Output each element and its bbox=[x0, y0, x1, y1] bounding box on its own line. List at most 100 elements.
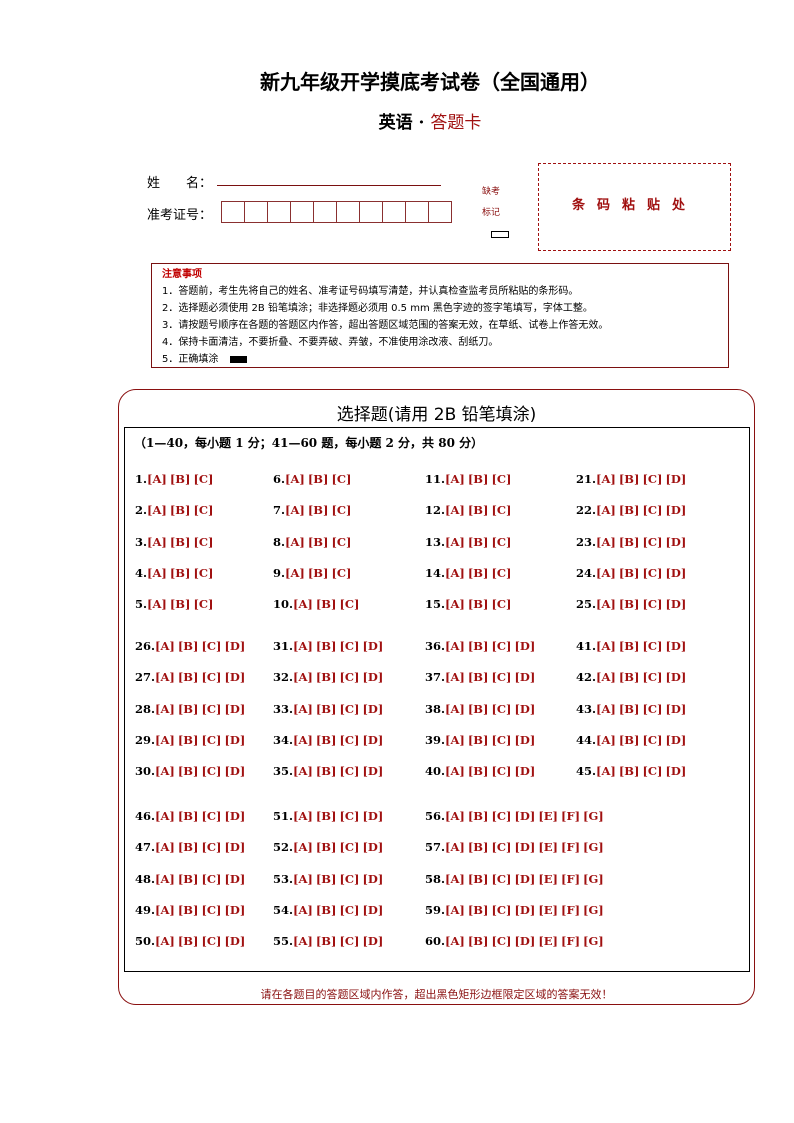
option-c-bubble[interactable]: [C] bbox=[642, 503, 663, 518]
option-a-bubble[interactable]: [A] bbox=[445, 732, 465, 747]
option-c-bubble[interactable]: [C] bbox=[339, 764, 360, 779]
option-b-bubble[interactable]: [B] bbox=[169, 534, 191, 549]
option-a-bubble[interactable]: [A] bbox=[596, 764, 616, 779]
option-c-bubble[interactable]: [C] bbox=[339, 639, 360, 653]
option-d-bubble[interactable]: [D] bbox=[514, 764, 536, 779]
option-a-bubble[interactable]: [A] bbox=[155, 732, 175, 747]
option-d-bubble[interactable]: [D] bbox=[514, 934, 536, 949]
option-c-bubble[interactable]: [C] bbox=[491, 934, 512, 949]
option-b-bubble[interactable]: [B] bbox=[467, 565, 489, 580]
option-b-bubble[interactable]: [B] bbox=[467, 670, 489, 685]
option-a-bubble[interactable]: [A] bbox=[293, 639, 313, 653]
option-d-bubble[interactable]: [D] bbox=[665, 503, 687, 518]
option-d-bubble[interactable]: [D] bbox=[514, 840, 536, 855]
option-a-bubble[interactable]: [A] bbox=[285, 472, 305, 486]
option-b-bubble[interactable]: [B] bbox=[315, 902, 337, 917]
option-a-bubble[interactable]: [A] bbox=[155, 670, 175, 685]
option-a-bubble[interactable]: [A] bbox=[445, 472, 465, 486]
option-e-bubble[interactable]: [E] bbox=[538, 902, 558, 917]
option-d-bubble[interactable]: [D] bbox=[362, 902, 384, 917]
option-b-bubble[interactable]: [B] bbox=[467, 732, 489, 747]
option-b-bubble[interactable]: [B] bbox=[177, 732, 199, 747]
option-b-bubble[interactable]: [B] bbox=[315, 701, 337, 716]
option-a-bubble[interactable]: [A] bbox=[445, 565, 465, 580]
option-d-bubble[interactable]: [D] bbox=[224, 764, 246, 779]
option-c-bubble[interactable]: [C] bbox=[201, 934, 222, 949]
option-a-bubble[interactable]: [A] bbox=[445, 639, 465, 653]
option-d-bubble[interactable]: [D] bbox=[224, 670, 246, 685]
option-c-bubble[interactable]: [C] bbox=[201, 840, 222, 855]
option-a-bubble[interactable]: [A] bbox=[155, 871, 175, 886]
option-d-bubble[interactable]: [D] bbox=[665, 639, 687, 653]
option-a-bubble[interactable]: [A] bbox=[596, 639, 616, 653]
option-a-bubble[interactable]: [A] bbox=[596, 472, 616, 486]
option-c-bubble[interactable]: [C] bbox=[491, 840, 512, 855]
option-a-bubble[interactable]: [A] bbox=[445, 871, 465, 886]
option-d-bubble[interactable]: [D] bbox=[362, 670, 384, 685]
option-c-bubble[interactable]: [C] bbox=[201, 871, 222, 886]
option-b-bubble[interactable]: [B] bbox=[467, 871, 489, 886]
option-c-bubble[interactable]: [C] bbox=[331, 534, 352, 549]
option-b-bubble[interactable]: [B] bbox=[315, 597, 337, 612]
option-b-bubble[interactable]: [B] bbox=[467, 809, 489, 823]
option-c-bubble[interactable]: [C] bbox=[491, 902, 512, 917]
option-b-bubble[interactable]: [B] bbox=[169, 597, 191, 612]
option-a-bubble[interactable]: [A] bbox=[445, 701, 465, 716]
option-c-bubble[interactable]: [C] bbox=[642, 565, 663, 580]
option-d-bubble[interactable]: [D] bbox=[362, 871, 384, 886]
option-a-bubble[interactable]: [A] bbox=[293, 840, 313, 855]
option-c-bubble[interactable]: [C] bbox=[201, 670, 222, 685]
option-d-bubble[interactable]: [D] bbox=[665, 670, 687, 685]
option-c-bubble[interactable]: [C] bbox=[491, 764, 512, 779]
option-a-bubble[interactable]: [A] bbox=[596, 565, 616, 580]
option-a-bubble[interactable]: [A] bbox=[147, 597, 167, 612]
option-a-bubble[interactable]: [A] bbox=[147, 472, 167, 486]
option-b-bubble[interactable]: [B] bbox=[467, 534, 489, 549]
option-c-bubble[interactable]: [C] bbox=[642, 670, 663, 685]
option-d-bubble[interactable]: [D] bbox=[224, 840, 246, 855]
option-d-bubble[interactable]: [D] bbox=[665, 732, 687, 747]
option-f-bubble[interactable]: [F] bbox=[561, 902, 581, 917]
option-a-bubble[interactable]: [A] bbox=[596, 597, 616, 612]
option-c-bubble[interactable]: [C] bbox=[193, 597, 214, 612]
option-a-bubble[interactable]: [A] bbox=[445, 809, 465, 823]
option-a-bubble[interactable]: [A] bbox=[293, 597, 313, 612]
option-b-bubble[interactable]: [B] bbox=[315, 871, 337, 886]
option-c-bubble[interactable]: [C] bbox=[339, 871, 360, 886]
option-b-bubble[interactable]: [B] bbox=[618, 472, 640, 486]
option-c-bubble[interactable]: [C] bbox=[491, 670, 512, 685]
option-c-bubble[interactable]: [C] bbox=[201, 701, 222, 716]
option-a-bubble[interactable]: [A] bbox=[445, 503, 465, 518]
option-b-bubble[interactable]: [B] bbox=[618, 670, 640, 685]
option-d-bubble[interactable]: [D] bbox=[514, 701, 536, 716]
option-b-bubble[interactable]: [B] bbox=[467, 934, 489, 949]
option-c-bubble[interactable]: [C] bbox=[201, 639, 222, 653]
option-c-bubble[interactable]: [C] bbox=[331, 503, 352, 518]
option-d-bubble[interactable]: [D] bbox=[362, 701, 384, 716]
option-b-bubble[interactable]: [B] bbox=[618, 565, 640, 580]
option-b-bubble[interactable]: [B] bbox=[467, 472, 489, 486]
id-number-boxes[interactable] bbox=[221, 201, 452, 223]
option-d-bubble[interactable]: [D] bbox=[665, 701, 687, 716]
option-c-bubble[interactable]: [C] bbox=[491, 534, 512, 549]
option-a-bubble[interactable]: [A] bbox=[596, 534, 616, 549]
option-b-bubble[interactable]: [B] bbox=[618, 503, 640, 518]
option-d-bubble[interactable]: [D] bbox=[224, 639, 246, 653]
option-a-bubble[interactable]: [A] bbox=[285, 534, 305, 549]
option-b-bubble[interactable]: [B] bbox=[177, 871, 199, 886]
option-a-bubble[interactable]: [A] bbox=[155, 639, 175, 653]
option-b-bubble[interactable]: [B] bbox=[315, 764, 337, 779]
option-a-bubble[interactable]: [A] bbox=[293, 670, 313, 685]
option-b-bubble[interactable]: [B] bbox=[618, 534, 640, 549]
option-d-bubble[interactable]: [D] bbox=[362, 639, 384, 653]
option-d-bubble[interactable]: [D] bbox=[224, 732, 246, 747]
option-d-bubble[interactable]: [D] bbox=[514, 809, 536, 823]
option-b-bubble[interactable]: [B] bbox=[467, 597, 489, 612]
option-e-bubble[interactable]: [E] bbox=[538, 934, 558, 949]
option-b-bubble[interactable]: [B] bbox=[315, 639, 337, 653]
option-c-bubble[interactable]: [C] bbox=[339, 840, 360, 855]
option-d-bubble[interactable]: [D] bbox=[362, 840, 384, 855]
option-c-bubble[interactable]: [C] bbox=[201, 809, 222, 823]
option-d-bubble[interactable]: [D] bbox=[514, 670, 536, 685]
option-a-bubble[interactable]: [A] bbox=[445, 840, 465, 855]
